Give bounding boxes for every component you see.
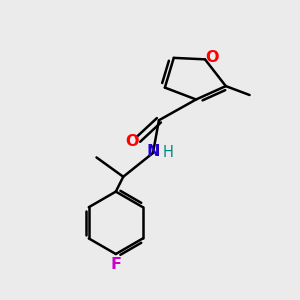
Text: N: N — [147, 144, 160, 159]
Text: O: O — [125, 134, 138, 148]
Text: H: H — [163, 145, 174, 160]
Text: O: O — [205, 50, 218, 65]
Text: F: F — [110, 257, 121, 272]
